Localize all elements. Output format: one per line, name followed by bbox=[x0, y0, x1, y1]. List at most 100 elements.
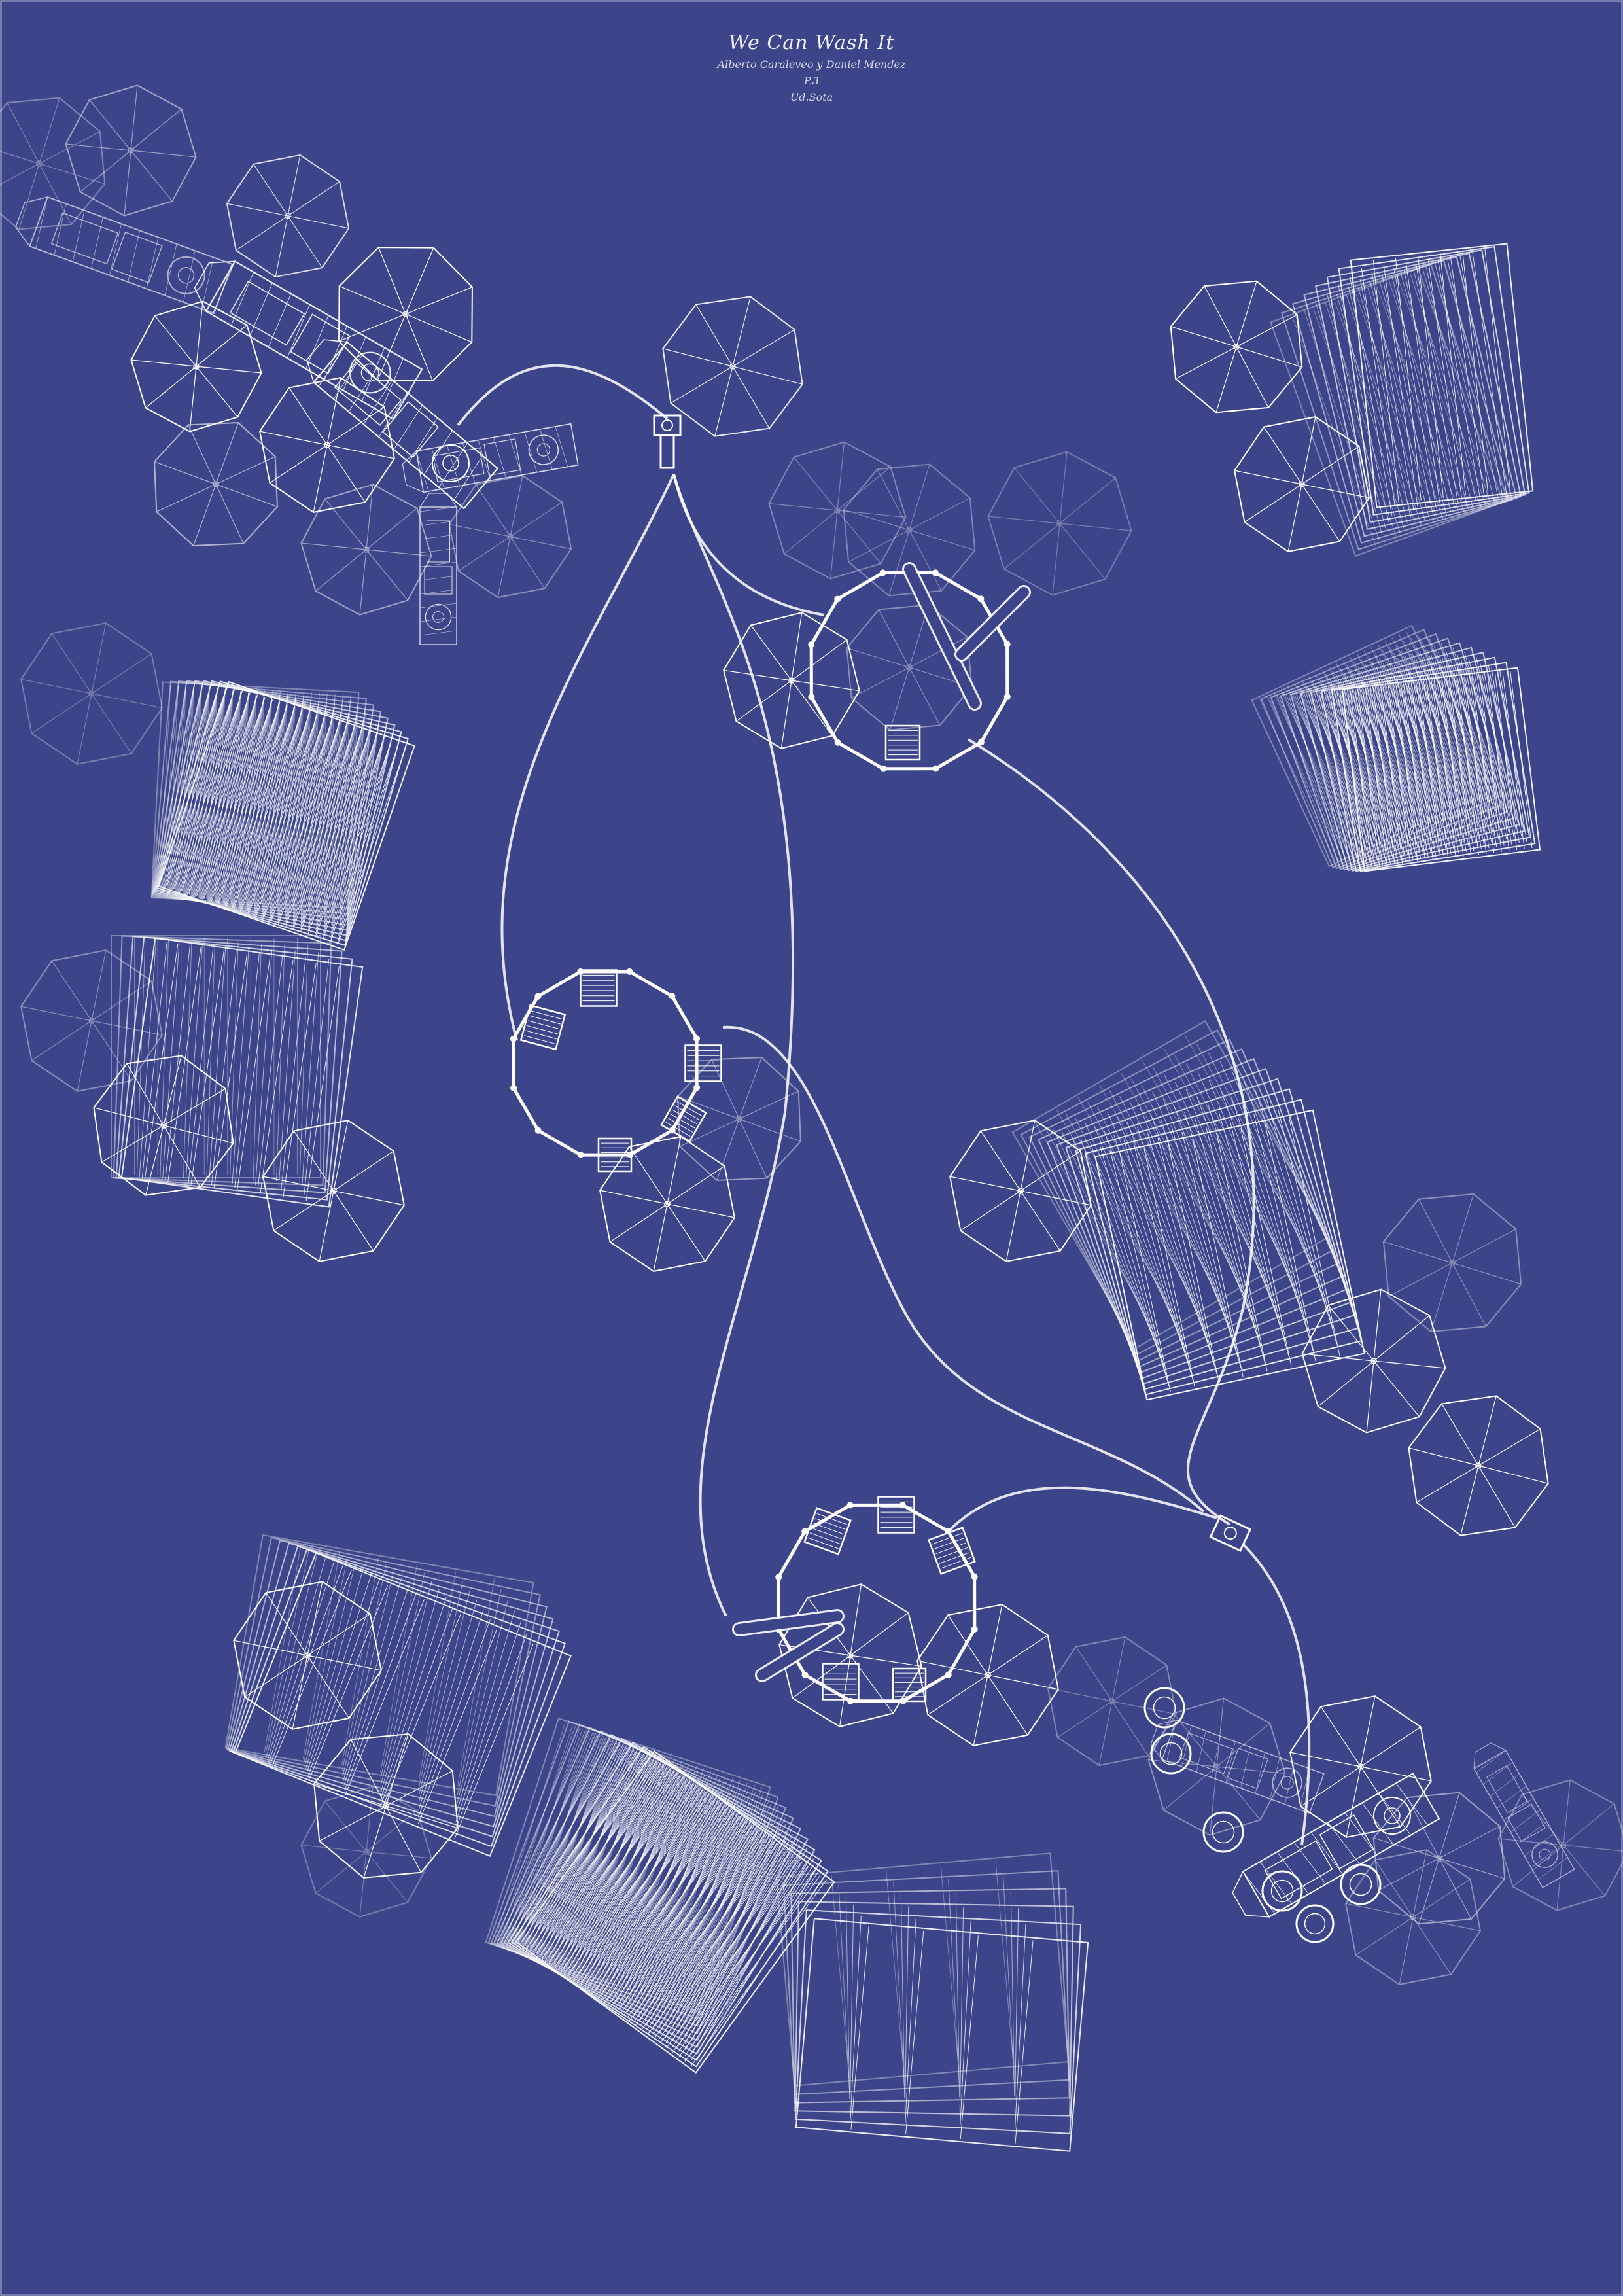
machinery-layer bbox=[15, 196, 1575, 1943]
sun-lounger-plan-icon bbox=[228, 1542, 554, 1828]
umbrella-plan-icon bbox=[313, 1733, 459, 1879]
umbrella-plan-icon bbox=[154, 422, 278, 546]
sun-lounger-plan-icon bbox=[795, 1918, 1089, 2152]
seat-icon bbox=[580, 969, 618, 1007]
sun-lounger-plan-icon bbox=[153, 680, 389, 931]
hose-pipe bbox=[722, 1025, 1205, 1513]
umbrella-plan-icon bbox=[448, 474, 572, 599]
umbrella-plan-icon bbox=[65, 84, 197, 217]
sun-lounger-plan-icon bbox=[1338, 246, 1530, 516]
sun-lounger-plan-icon bbox=[507, 1741, 822, 2062]
drawing-title: We Can Wash It bbox=[728, 31, 895, 54]
seat-icon bbox=[928, 1527, 976, 1575]
seat-icon bbox=[884, 724, 921, 761]
tube-icon bbox=[954, 585, 1031, 662]
drawing-code: P.3 bbox=[804, 75, 819, 87]
umbrella-plan-icon bbox=[300, 1786, 432, 1918]
sun-lounger-plan-icon bbox=[1350, 243, 1534, 508]
sun-lounger-plan-icon bbox=[232, 1548, 567, 1848]
sun-lounger-plan-icon bbox=[111, 935, 321, 1178]
machinery-plan-icon bbox=[402, 423, 579, 493]
sun-lounger-plan-icon bbox=[118, 936, 353, 1201]
wheel-icon bbox=[1295, 1904, 1335, 1943]
sun-lounger-plan-icon bbox=[1084, 1099, 1363, 1396]
sun-lounger-plan-icon bbox=[156, 680, 409, 946]
umbrella-plan-icon bbox=[300, 484, 432, 616]
umbrella-plan-icon bbox=[1345, 1849, 1481, 1985]
drawing-school: Ud.Sota bbox=[790, 91, 833, 103]
sun-lounger-plan-icon bbox=[155, 680, 402, 942]
umbrella-layer bbox=[0, 84, 1623, 1985]
umbrella-plan-icon bbox=[1234, 416, 1370, 552]
hose-pipe bbox=[672, 474, 825, 616]
sun-lounger-plan-icon bbox=[115, 936, 343, 1193]
sun-lounger-plan-icon bbox=[1074, 1088, 1359, 1390]
sun-lounger-plan-icon bbox=[790, 1888, 1070, 2104]
umbrella-plan-icon bbox=[233, 1581, 382, 1730]
lounger-layer bbox=[111, 243, 1541, 2152]
wheel-icon bbox=[1261, 1870, 1303, 1912]
hose-connector bbox=[1209, 1514, 1252, 1553]
hose-pipe bbox=[947, 1486, 1217, 1532]
hose-pipe bbox=[1242, 1543, 1311, 1846]
hose-pipe bbox=[457, 364, 669, 427]
wheel-icon bbox=[1202, 1811, 1244, 1853]
hose-connector bbox=[653, 414, 682, 469]
hose-pipe bbox=[500, 474, 675, 1041]
umbrella-plan-icon bbox=[1170, 280, 1303, 414]
umbrella-plan-icon bbox=[1497, 1779, 1623, 1911]
sun-lounger-plan-icon bbox=[1251, 624, 1490, 868]
sun-lounger-plan-icon bbox=[487, 1720, 779, 2020]
tube-icon bbox=[902, 562, 982, 711]
seat-icon bbox=[803, 1507, 852, 1555]
sun-lounger-plan-icon bbox=[1341, 667, 1541, 872]
umbrella-plan-icon bbox=[130, 300, 262, 433]
sun-lounger-plan-icon bbox=[503, 1737, 816, 2055]
sun-lounger-plan-icon bbox=[227, 1539, 548, 1818]
tube-icon bbox=[732, 1609, 845, 1636]
umbrella-plan-icon bbox=[338, 247, 473, 381]
sun-lounger-plan-icon bbox=[1065, 1078, 1355, 1385]
sun-lounger-plan-icon bbox=[1269, 268, 1505, 557]
machinery-plan-icon bbox=[1473, 1742, 1575, 1888]
ring-layer bbox=[510, 562, 1031, 1704]
sun-lounger-plan-icon bbox=[234, 1552, 572, 1857]
seat-icon bbox=[822, 1663, 860, 1701]
table-ring bbox=[808, 562, 1031, 772]
sun-lounger-plan-icon bbox=[775, 1852, 1070, 2087]
umbrella-plan-icon bbox=[1382, 1193, 1522, 1333]
sun-lounger-plan-icon bbox=[782, 1870, 1070, 2095]
umbrella-plan-icon bbox=[1301, 1288, 1446, 1434]
table-ring bbox=[510, 968, 722, 1173]
sun-lounger-plan-icon bbox=[794, 1901, 1074, 2117]
sun-lounger-plan-icon bbox=[1055, 1068, 1352, 1379]
sun-lounger-plan-icon bbox=[120, 937, 364, 1208]
seat-icon bbox=[660, 1095, 707, 1142]
sun-lounger-plan-icon bbox=[794, 1909, 1082, 2134]
umbrella-plan-icon bbox=[0, 97, 106, 230]
sun-lounger-plan-icon bbox=[158, 680, 415, 951]
umbrella-plan-icon bbox=[1372, 1792, 1506, 1925]
sun-lounger-plan-icon bbox=[1094, 1109, 1365, 1401]
tube-icon bbox=[755, 1622, 845, 1682]
umbrella-plan-icon bbox=[723, 612, 860, 749]
drawing-authors: Alberto Caraleveo y Daniel Mendez bbox=[717, 58, 906, 71]
machinery-plan-icon bbox=[15, 196, 233, 315]
title-block: We Can Wash It Alberto Caraleveo y Danie… bbox=[0, 31, 1623, 103]
umbrella-plan-icon bbox=[599, 1136, 735, 1272]
seat-icon bbox=[877, 1496, 915, 1534]
hose-pipe bbox=[672, 474, 795, 1617]
umbrella-plan-icon bbox=[262, 1120, 405, 1262]
umbrella-plan-icon bbox=[949, 1120, 1092, 1262]
table-ring bbox=[732, 1496, 978, 1704]
machinery-plan-icon bbox=[306, 339, 499, 510]
umbrella-plan-icon bbox=[20, 622, 163, 765]
umbrella-plan-icon bbox=[226, 154, 350, 278]
umbrella-plan-icon bbox=[259, 377, 395, 513]
umbrella-plan-icon bbox=[1047, 1636, 1178, 1767]
umbrella-plan-icon bbox=[987, 451, 1132, 596]
hose-network bbox=[457, 364, 1311, 1846]
